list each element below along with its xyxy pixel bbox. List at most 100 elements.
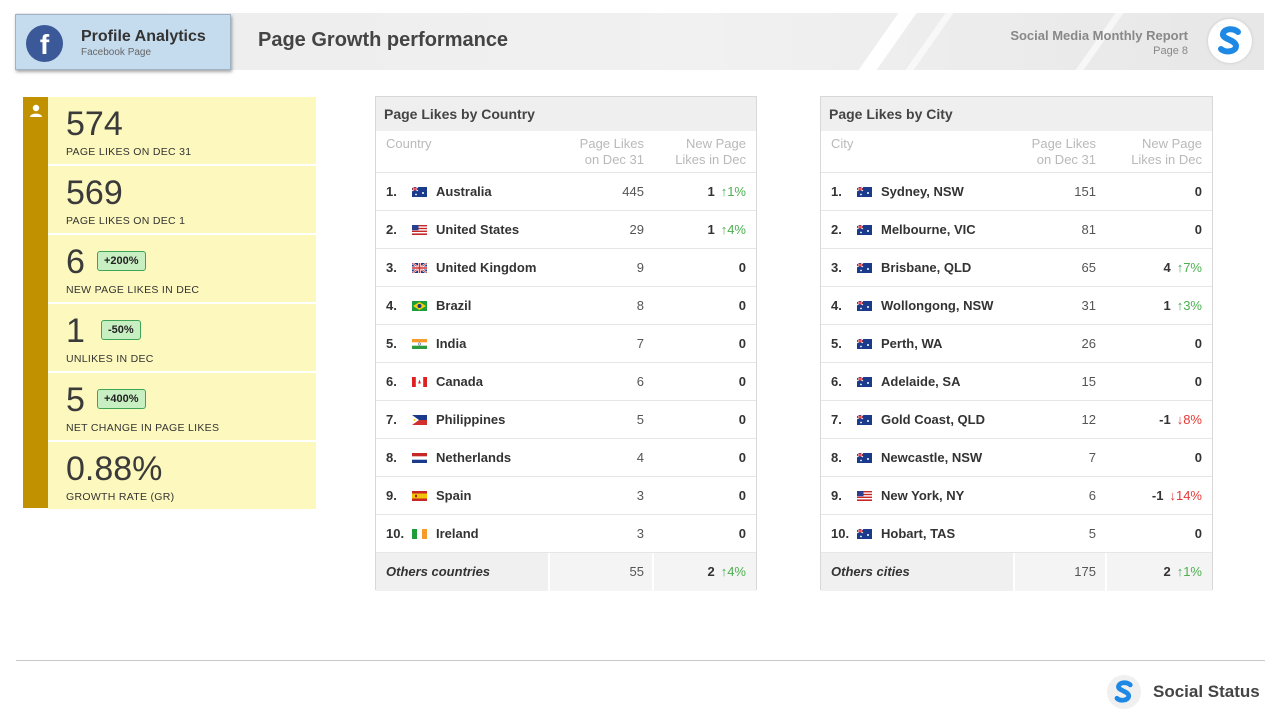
row-new-likes: -1 ↓8% <box>1159 412 1202 427</box>
row-page-likes: 151 <box>1074 184 1096 199</box>
row-change: ↑4% <box>720 222 746 237</box>
flag-au-icon <box>857 415 872 425</box>
row-page-likes: 3 <box>636 526 644 541</box>
others-likes: 55 <box>629 564 644 579</box>
kpi-value: 569 <box>66 174 123 212</box>
row-new-value: -1 <box>1151 488 1164 503</box>
row-new-likes: 1 ↑4% <box>707 222 746 237</box>
others-row: Others countries 55 2 ↑4% <box>376 553 756 591</box>
row-rank: 6. <box>831 374 842 389</box>
row-rank: 1. <box>386 184 397 199</box>
row-page-likes: 29 <box>629 222 644 237</box>
row-new-value: 0 <box>738 336 746 351</box>
kpi-label: NEW PAGE LIKES IN DEC <box>66 284 200 296</box>
col-new-likes-header: New Page Likes in Dec <box>675 136 746 168</box>
row-page-likes: 6 <box>636 374 644 389</box>
flag-au-icon <box>857 225 872 235</box>
col-new-likes-header-line2: Likes in Dec <box>675 152 746 167</box>
row-new-value: 0 <box>738 298 746 313</box>
row-new-value: 0 <box>738 412 746 427</box>
row-new-value: 0 <box>1194 450 1202 465</box>
row-name: United Kingdom <box>436 260 537 275</box>
row-new-value: 1 <box>707 184 715 199</box>
row-new-value: 0 <box>738 488 746 503</box>
kpi-label: NET CHANGE IN PAGE LIKES <box>66 422 220 434</box>
row-new-likes: 0 <box>739 336 746 351</box>
row-name: India <box>436 336 467 351</box>
flag-es-icon <box>412 491 427 501</box>
row-change: ↑3% <box>1176 298 1202 313</box>
row-name: Perth, WA <box>881 336 943 351</box>
kpi-card-new-page-likes: 6 NEW PAGE LIKES IN DEC +200% <box>48 235 316 302</box>
row-name: Newcastle, NSW <box>881 450 983 465</box>
row-rank: 2. <box>386 222 397 237</box>
table-row: 6. Canada 6 0 <box>376 363 756 401</box>
col-page-likes-header: Page Likes on Dec 31 <box>1032 136 1096 168</box>
row-new-value: 1 <box>707 222 715 237</box>
col-page-likes-header-line2: on Dec 31 <box>1036 152 1096 167</box>
row-new-value: 0 <box>738 260 746 275</box>
page-title: Page Growth performance <box>258 29 509 51</box>
row-new-value: 0 <box>1194 222 1202 237</box>
kpi-strip <box>23 97 48 508</box>
row-page-likes: 8 <box>636 298 644 313</box>
report-title: Social Media Monthly Report <box>1010 28 1188 43</box>
col-new-likes-header: New Page Likes in Dec <box>1131 136 1202 168</box>
row-new-likes: 0 <box>739 488 746 503</box>
row-rank: 9. <box>831 488 842 503</box>
table-row: 7. Philippines 5 0 <box>376 401 756 439</box>
table-row: 9. New York, NY 6 -1 ↓14% <box>821 477 1212 515</box>
row-new-likes: 0 <box>1195 374 1202 389</box>
row-rank: 6. <box>386 374 397 389</box>
row-rank: 7. <box>831 412 842 427</box>
row-new-likes: 0 <box>1195 450 1202 465</box>
table-row: 10. Hobart, TAS 5 0 <box>821 515 1212 553</box>
table-row: 2. Melbourne, VIC 81 0 <box>821 211 1212 249</box>
row-page-likes: 65 <box>1081 260 1096 275</box>
row-name: Gold Coast, QLD <box>881 412 985 427</box>
table-row: 4. Wollongong, NSW 31 1 ↑3% <box>821 287 1212 325</box>
row-page-likes: 31 <box>1081 298 1096 313</box>
row-new-value: 0 <box>1194 374 1202 389</box>
flag-gb-icon <box>412 263 427 273</box>
row-new-likes: 4 ↑7% <box>1163 260 1202 275</box>
row-name: Netherlands <box>436 450 512 465</box>
table-row: 7. Gold Coast, QLD 12 -1 ↓8% <box>821 401 1212 439</box>
table-row: 10. Ireland 3 0 <box>376 515 756 553</box>
others-new-likes: 2 ↑4% <box>707 564 746 579</box>
flag-br-icon <box>412 301 427 311</box>
row-rank: 10. <box>386 526 405 541</box>
others-row: Others cities 175 2 ↑1% <box>821 553 1212 591</box>
others-new-likes: 2 ↑1% <box>1163 564 1202 579</box>
row-change: ↑7% <box>1176 260 1202 275</box>
row-rank: 4. <box>386 298 397 313</box>
flag-ca-icon <box>412 377 427 387</box>
row-new-value: 0 <box>1194 526 1202 541</box>
flag-au-icon <box>857 301 872 311</box>
kpi-label: PAGE LIKES ON DEC 1 <box>66 215 186 227</box>
col-page-likes-header-line2: on Dec 31 <box>584 152 644 167</box>
brand-subtitle: Facebook Page <box>81 47 152 58</box>
flag-au-icon <box>857 187 872 197</box>
kpi-label: UNLIKES IN DEC <box>66 353 154 365</box>
row-new-likes: 0 <box>739 526 746 541</box>
row-change: ↓14% <box>1169 488 1202 503</box>
row-rank: 8. <box>831 450 842 465</box>
row-new-likes: 0 <box>1195 222 1202 237</box>
flag-au-icon <box>857 529 872 539</box>
row-rank: 1. <box>831 184 842 199</box>
city-table-title: Page Likes by City <box>821 97 1212 131</box>
others-likes-cell <box>1013 553 1105 591</box>
flag-au-icon <box>412 187 427 197</box>
row-name: United States <box>436 222 520 237</box>
col-new-likes-header-line2: Likes in Dec <box>1131 152 1202 167</box>
col-page-likes-header-line1: Page Likes <box>1031 136 1096 151</box>
row-page-likes: 445 <box>622 184 644 199</box>
report-page-number: Page 8 <box>1153 45 1188 57</box>
others-change: ↑4% <box>720 564 746 579</box>
flag-au-icon <box>857 263 872 273</box>
row-name: Philippines <box>436 412 506 427</box>
row-new-value: 0 <box>1194 184 1202 199</box>
col-page-likes-header: Page Likes on Dec 31 <box>580 136 644 168</box>
user-icon <box>30 104 42 117</box>
